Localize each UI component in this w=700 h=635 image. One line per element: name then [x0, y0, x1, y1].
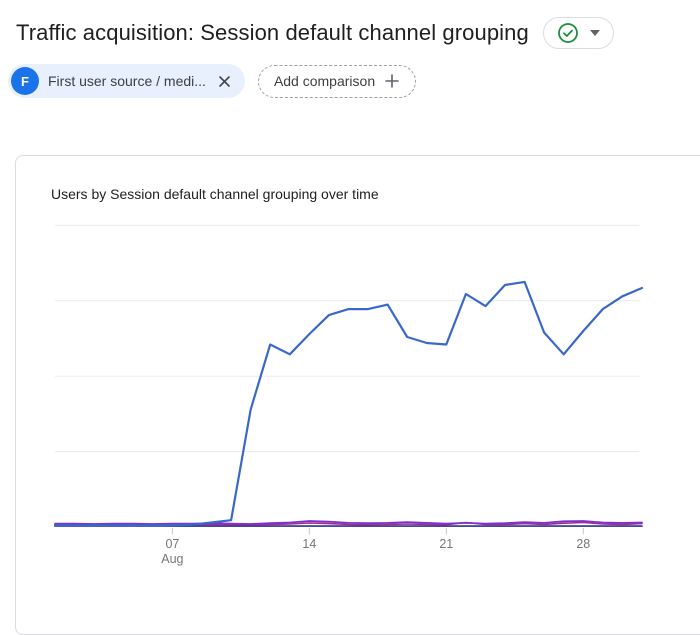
comparison-filter-chip[interactable]: F First user source / medi... [8, 64, 245, 98]
remove-filter-button[interactable] [215, 72, 234, 91]
x-axis-month-label: Aug [161, 552, 183, 566]
x-axis-tick-label: 14 [302, 537, 316, 551]
x-axis-tick-label: 21 [439, 537, 453, 551]
purple-line [54, 520, 643, 525]
avatar: F [11, 67, 39, 95]
x-axis-tick-label: 28 [576, 537, 590, 551]
chart-card: Users by Session default channel groupin… [15, 155, 700, 635]
close-icon [219, 75, 230, 87]
add-comparison-label: Add comparison [273, 73, 376, 89]
chart-title: Users by Session default channel groupin… [51, 186, 379, 202]
filter-chip-label: First user source / medi... [48, 73, 206, 89]
x-axis-tick-label: 07 [165, 537, 179, 551]
page-title: Traffic acquisition: Session default cha… [16, 20, 529, 45]
report-status-pill[interactable] [542, 17, 614, 49]
filters-row: F First user source / medi... Add compar… [0, 49, 700, 98]
check-circle-icon [557, 23, 578, 43]
chevron-down-icon [589, 30, 600, 36]
report-header: Traffic acquisition: Session default cha… [0, 0, 700, 49]
add-comparison-button[interactable]: Add comparison [257, 64, 417, 98]
plus-icon [385, 74, 399, 88]
main-blue-line [53, 280, 644, 527]
